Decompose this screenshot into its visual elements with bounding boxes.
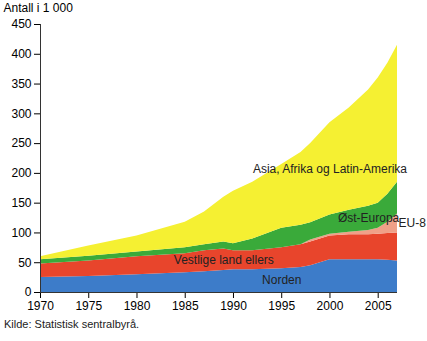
svg-text:300: 300: [11, 107, 31, 121]
svg-text:1995: 1995: [268, 299, 295, 313]
svg-text:1975: 1975: [75, 299, 102, 313]
svg-text:350: 350: [11, 77, 31, 91]
svg-text:400: 400: [11, 47, 31, 61]
svg-text:100: 100: [11, 226, 31, 240]
svg-text:Asia, Afrika og Latin-Amerika: Asia, Afrika og Latin-Amerika: [253, 162, 407, 176]
svg-text:1980: 1980: [124, 299, 151, 313]
svg-text:2005: 2005: [365, 299, 392, 313]
svg-text:EU-8: EU-8: [399, 216, 427, 230]
svg-text:Øst-Europa: Øst-Europa: [338, 211, 400, 225]
svg-text:200: 200: [11, 166, 31, 180]
svg-text:1990: 1990: [220, 299, 247, 313]
svg-text:250: 250: [11, 136, 31, 150]
svg-text:Antall i 1 000: Antall i 1 000: [4, 1, 74, 15]
svg-text:50: 50: [18, 256, 32, 270]
svg-text:1985: 1985: [172, 299, 199, 313]
svg-text:150: 150: [11, 196, 31, 210]
svg-text:1970: 1970: [27, 299, 54, 313]
svg-text:Vestlige land ellers: Vestlige land ellers: [174, 253, 274, 267]
svg-text:450: 450: [11, 17, 31, 31]
html-text:Kilde: Statistisk sentralbyrå.: Kilde: Statistisk sentralbyrå.: [4, 318, 140, 330]
svg-text:Norden: Norden: [262, 273, 301, 287]
svg-text:2000: 2000: [317, 299, 344, 313]
svg-text:0: 0: [25, 285, 32, 299]
